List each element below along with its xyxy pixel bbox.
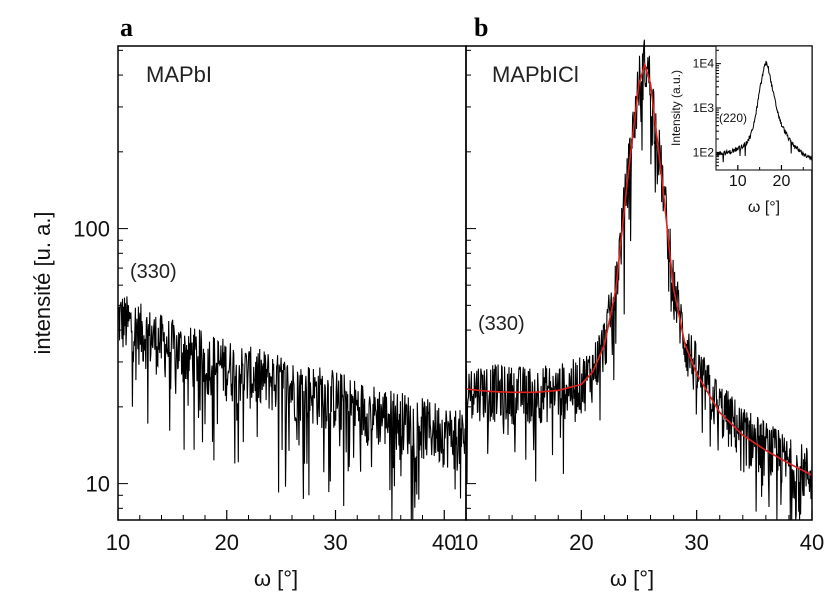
x-tick-label: 10: [729, 173, 747, 190]
panel-a-sample-label: MAPbI: [146, 62, 212, 87]
panel-letter-a: a: [120, 13, 133, 42]
y-tick-label: 1E4: [693, 57, 715, 71]
inset-y-axis-title: Intensity (a.u.): [669, 70, 683, 146]
x-tick-label: 10: [106, 530, 130, 555]
x-tick-label: 30: [323, 530, 347, 555]
panel-a-x-axis-title: ω [°]: [254, 566, 298, 591]
x-tick-label: 20: [215, 530, 239, 555]
inset-x-axis-title: ω [°]: [748, 199, 780, 216]
x-tick-label: 10: [454, 530, 478, 555]
y-axis-title: intensité [u. a.]: [30, 211, 55, 354]
panel-letter-b: b: [474, 13, 488, 42]
y-tick-label: 100: [73, 217, 110, 242]
panel-b-x-axis-title: ω [°]: [610, 566, 654, 591]
x-tick-label: 20: [569, 530, 593, 555]
x-tick-label: 40: [800, 530, 824, 555]
y-tick-label: 10: [86, 472, 110, 497]
panel-a-peak-label: (330): [130, 261, 177, 283]
x-tick-label: 20: [773, 173, 791, 190]
inset-peak-label: (220): [719, 111, 747, 125]
panel-b-sample-label: MAPbICl: [492, 62, 579, 87]
y-tick-label: 1E2: [693, 145, 715, 159]
panel-b-peak-label: (330): [478, 313, 525, 335]
y-tick-label: 1E3: [693, 101, 715, 115]
x-tick-label: 30: [684, 530, 708, 555]
